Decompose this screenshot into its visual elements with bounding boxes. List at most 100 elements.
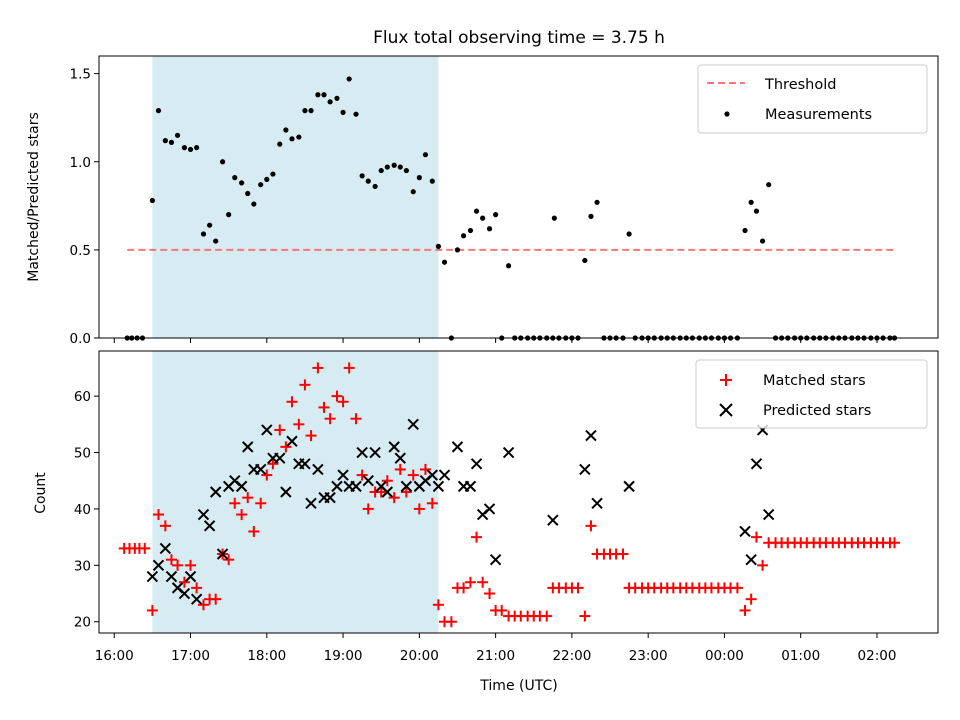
bottom-panel: 20 30 40 50 60 16:00 17:00 18:00 19:00 20:00 21:0…	[33, 350, 939, 694]
predicted-star-marker-b	[407, 418, 419, 431]
x-tick-label: 19:00	[324, 648, 363, 664]
matched-star-marker	[394, 463, 406, 475]
predicted-star-marker-b	[337, 469, 349, 481]
predicted-star-marker-b	[750, 458, 763, 470]
predicted-star-marker	[585, 429, 597, 442]
matched-star-marker	[585, 520, 597, 532]
predicted-star-marker-b	[229, 475, 241, 487]
predicted-star-marker-b	[159, 542, 172, 555]
predicted-star-marker-b	[197, 508, 210, 521]
predicted-star-marker-b	[356, 446, 368, 459]
measurement-point	[213, 238, 219, 244]
predicted-star-marker-b	[171, 582, 184, 594]
bottom-y-tick-label: 20	[74, 615, 91, 631]
predicted-star-marker	[331, 480, 343, 493]
measurement-point	[410, 189, 416, 195]
matched-star-marker	[152, 509, 164, 521]
matched-star-marker	[236, 509, 248, 521]
predicted-star-marker-b	[350, 480, 362, 493]
measurement-point	[480, 215, 486, 221]
measurement-point	[283, 127, 289, 133]
predicted-star-marker	[209, 486, 222, 498]
matched-star-marker	[541, 610, 553, 622]
predicted-star-marker	[356, 446, 368, 459]
matched-star-marker	[159, 520, 171, 532]
legend-matched-label: Matched stars	[763, 373, 866, 389]
x-tick-label: 17:00	[171, 648, 210, 664]
bottom-y-axis-label: Count	[33, 472, 49, 514]
measurement-point	[174, 132, 181, 138]
predicted-star-marker	[159, 542, 172, 555]
measurement-point	[365, 178, 371, 184]
predicted-star-marker	[362, 475, 374, 487]
predicted-star-marker	[274, 452, 286, 464]
predicted-star-marker-b	[502, 446, 515, 459]
matched-star-marker	[400, 486, 412, 498]
predicted-star-marker	[464, 480, 477, 493]
predicted-star-marker	[739, 525, 751, 538]
measurement-point	[486, 226, 493, 232]
measurement-point	[460, 233, 467, 239]
measurement-point	[454, 247, 461, 253]
measurement-point	[327, 99, 333, 105]
measurement-point	[742, 227, 748, 234]
top-panel: 0.0 0.5 1.0 1.5 Matched/Predicted stars Thr…	[26, 55, 939, 347]
top-observing-window-shade	[152, 56, 439, 338]
matched-star-marker	[426, 497, 438, 509]
measurement-point	[473, 208, 480, 214]
x-tick-label: 20:00	[400, 648, 439, 664]
matched-star-marker	[745, 593, 757, 605]
matched-star-marker	[375, 486, 387, 498]
predicted-star-marker	[350, 480, 362, 493]
predicted-star-marker-b	[274, 452, 286, 464]
matched-star-marker	[185, 559, 197, 571]
predicted-star-marker-b	[464, 480, 477, 493]
predicted-star-marker	[286, 435, 298, 447]
top-legend: Threshold Measurements	[697, 64, 928, 134]
predicted-star-marker	[190, 593, 203, 605]
predicted-star-marker-b	[216, 548, 229, 560]
predicted-star-marker	[426, 469, 439, 481]
predicted-star-marker	[369, 446, 381, 459]
bottom-y-tick-label: 50	[74, 446, 91, 462]
matched-star-marker	[312, 362, 324, 374]
matched-star-marker	[178, 576, 190, 588]
measurement-point	[372, 183, 378, 190]
bottom-y-tick-label: 40	[74, 502, 91, 518]
top-y-axis: 0.0 0.5 1.0 1.5	[70, 67, 99, 347]
predicted-star-marker-b	[400, 480, 413, 493]
measurement-point	[441, 259, 448, 265]
observing-window-band	[152, 56, 439, 338]
matched-star-marker	[739, 604, 751, 616]
matched-star-marker	[191, 582, 203, 594]
measurement-point	[429, 178, 435, 184]
predicted-star-marker	[432, 480, 445, 493]
predicted-star-marker-b	[739, 525, 751, 538]
matched-star-marker	[407, 469, 419, 481]
predicted-star-marker-b	[432, 480, 445, 493]
matched-star-marker	[274, 424, 286, 436]
measurement-point	[594, 199, 600, 205]
matched-star-marker	[617, 548, 629, 560]
measurement-point	[753, 208, 760, 214]
matched-star-marker	[356, 469, 368, 481]
matched-star-marker	[286, 396, 298, 408]
predicted-star-marker	[407, 418, 419, 431]
matched-star-marker	[388, 492, 400, 504]
measurement-point	[168, 139, 175, 145]
predicted-star-marker-b	[470, 458, 483, 470]
x-tick-label: 00:00	[705, 648, 744, 664]
predicted-star-marker-b	[591, 497, 603, 509]
measurement-point	[551, 215, 557, 221]
predicted-star-marker	[197, 508, 210, 521]
predicted-star-marker-b	[388, 441, 400, 453]
bottom-legend-box	[695, 359, 928, 429]
matched-star-marker	[242, 492, 254, 504]
measurement-point	[308, 108, 314, 114]
predicted-star-marker-b	[305, 497, 317, 509]
measurement-point	[289, 136, 295, 142]
measurement-point	[251, 201, 257, 207]
matched-star-marker	[731, 582, 743, 594]
predicted-star-marker-b	[324, 491, 336, 504]
predicted-star-marker	[388, 441, 400, 453]
